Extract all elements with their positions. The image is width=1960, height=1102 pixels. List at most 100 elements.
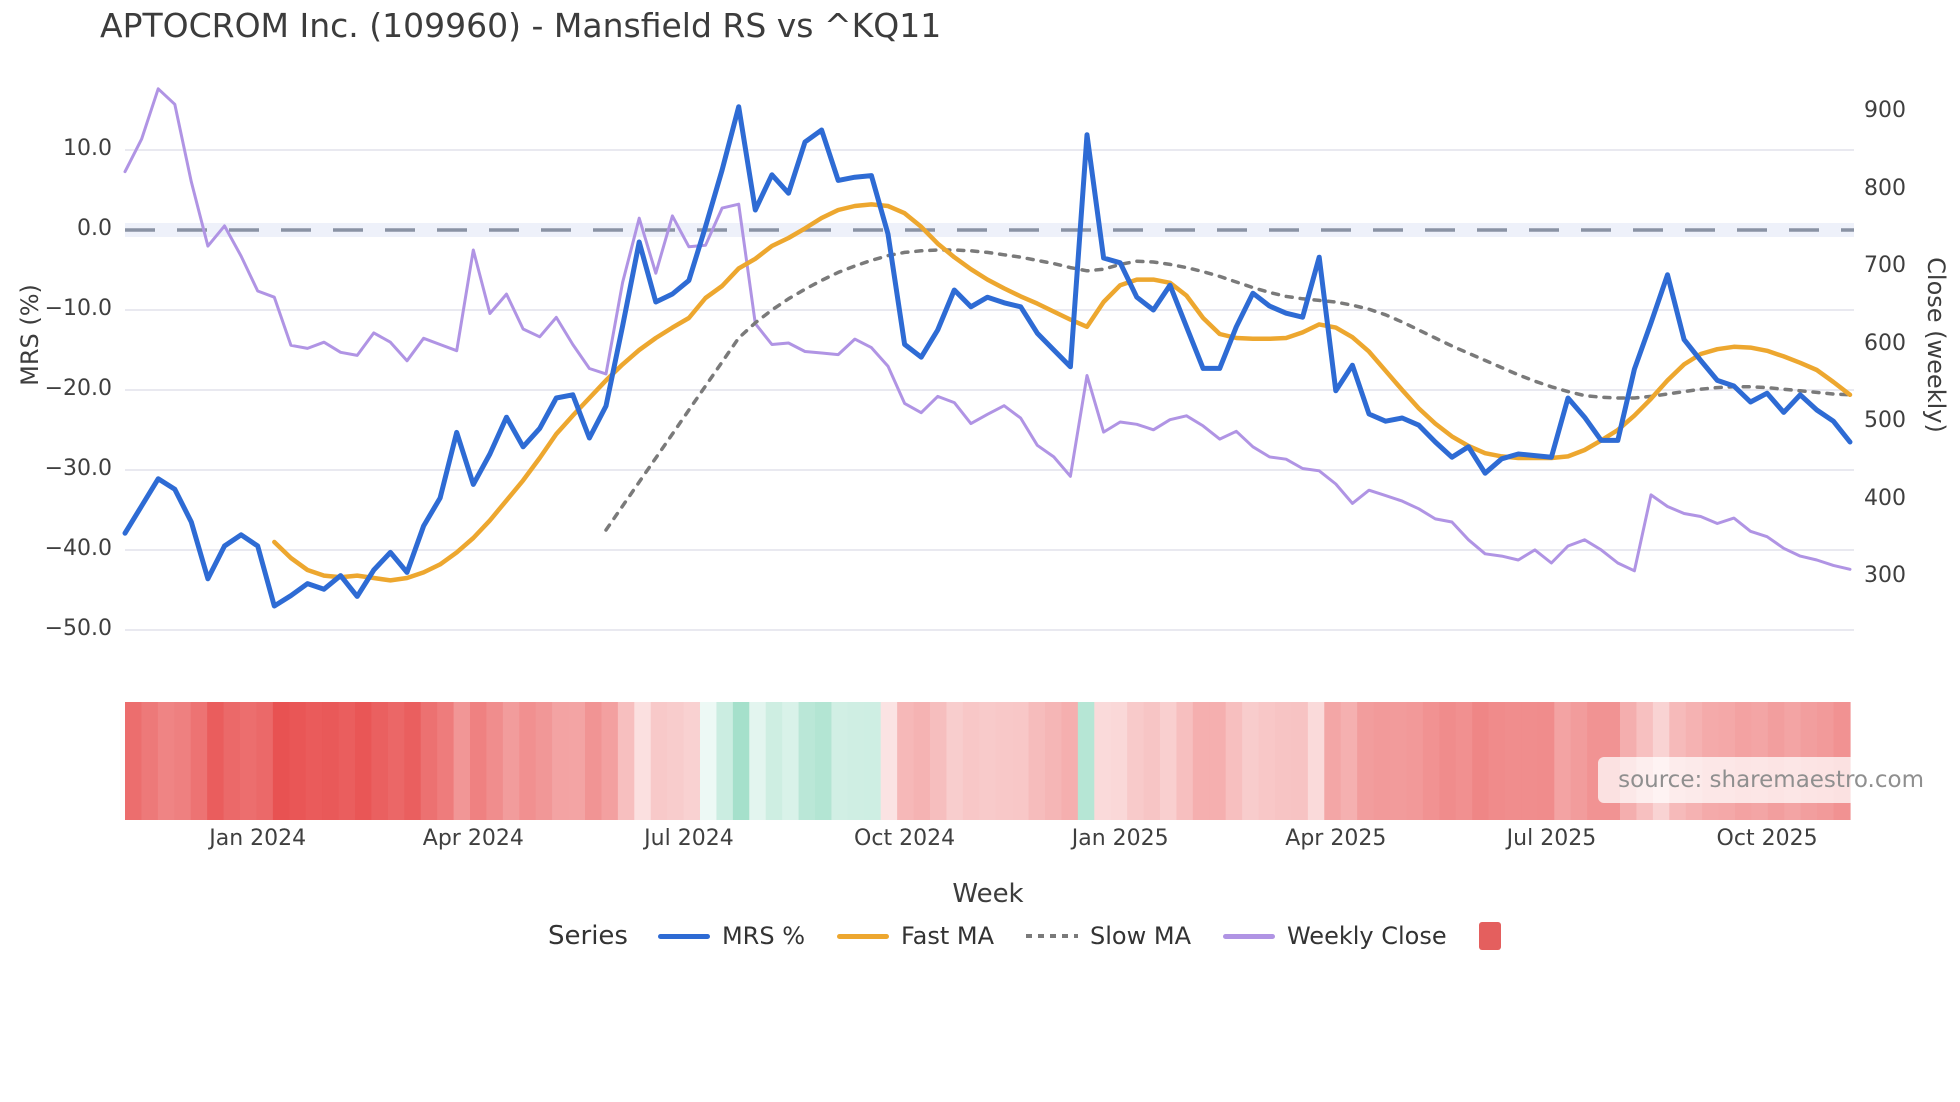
heatmap-cell xyxy=(1390,702,1408,820)
heatmap-cell xyxy=(650,702,668,820)
heatmap-cell xyxy=(1160,702,1178,820)
series-line-weekly-close xyxy=(123,87,1852,573)
heatmap-cell xyxy=(1209,702,1227,820)
heatmap-cell xyxy=(683,702,701,820)
heatmap-cell xyxy=(1012,702,1030,820)
heatmap-cell xyxy=(190,702,208,820)
source-watermark: source: sharemaestro.com xyxy=(1598,757,1944,803)
y-right-tick-label: 700 xyxy=(1864,253,1906,278)
heatmap-cell xyxy=(1307,702,1325,820)
legend-swatch-line xyxy=(657,933,710,939)
heatmap-cell xyxy=(322,702,340,820)
heatmap-cell xyxy=(995,702,1013,820)
y-right-tick-label: 600 xyxy=(1864,330,1906,356)
heatmap-cell xyxy=(1488,702,1506,820)
heatmap-cell xyxy=(453,702,471,820)
heatmap-cell xyxy=(1406,702,1424,820)
heatmap-cell xyxy=(1077,702,1095,820)
legend-swatch-dotted xyxy=(1026,934,1079,938)
heatmap-cell xyxy=(1357,702,1375,820)
heatmap-cell xyxy=(913,702,931,820)
legend-swatch-line xyxy=(1222,933,1275,939)
heatmap-cell xyxy=(1373,702,1391,820)
heatmap-cell xyxy=(979,702,997,820)
heatmap-cell xyxy=(601,702,619,820)
legend-label: Fast MA xyxy=(901,922,995,950)
legend-label: Slow MA xyxy=(1090,922,1191,950)
heatmap-cell xyxy=(1275,702,1293,820)
heatmap-cell xyxy=(815,702,833,820)
series-line-fast-ma xyxy=(272,202,1853,583)
heatmap-cell xyxy=(1094,702,1112,820)
heatmap-cell xyxy=(338,702,356,820)
heatmap-cell xyxy=(1505,702,1523,820)
heatmap-cell xyxy=(1455,702,1473,820)
heatmap-cell xyxy=(1045,702,1063,820)
heatmap-cell xyxy=(585,702,603,820)
heatmap-cell xyxy=(946,702,964,820)
heatmap-cell xyxy=(864,702,882,820)
heatmap-cell xyxy=(437,702,455,820)
y-left-tick-label: −40.0 xyxy=(44,536,112,561)
heatmap-cell xyxy=(798,702,816,820)
legend-item-mrs-: MRS % xyxy=(657,922,806,950)
heatmap-cell xyxy=(1028,702,1046,820)
heatmap-cell xyxy=(387,702,405,820)
heatmap-cell xyxy=(634,702,652,820)
x-tick-label: Jan 2025 xyxy=(1071,826,1169,851)
legend-item-heatmap xyxy=(1478,922,1501,950)
heatmap-cell xyxy=(157,702,175,820)
heatmap-cell xyxy=(1291,702,1309,820)
heatmap-cell xyxy=(207,702,225,820)
heatmap-cell xyxy=(847,702,865,820)
x-tick-label: Oct 2024 xyxy=(854,826,956,851)
x-tick-label: Oct 2025 xyxy=(1716,826,1818,851)
series-line-mrs- xyxy=(122,104,1853,609)
legend-label: Weekly Close xyxy=(1286,922,1447,950)
heatmap-cell xyxy=(1110,702,1128,820)
heatmap-cell xyxy=(1225,702,1243,820)
x-tick-label: Apr 2024 xyxy=(422,826,524,851)
y-left-tick-label: 0.0 xyxy=(77,216,112,241)
heatmap-cell xyxy=(1537,702,1555,820)
heatmap-cell xyxy=(125,702,143,820)
heatmap-cell xyxy=(1127,702,1145,820)
heatmap-cell xyxy=(141,702,159,820)
heatmap-cell xyxy=(1472,702,1490,820)
heatmap-cell xyxy=(700,702,718,820)
heatmap-cell xyxy=(272,702,290,820)
heatmap-cell xyxy=(732,702,750,820)
heatmap-cell xyxy=(1242,702,1260,820)
heatmap-cell xyxy=(930,702,948,820)
heatmap-cell xyxy=(1422,702,1440,820)
heatmap-cell xyxy=(371,702,389,820)
y-right-tick-label: 500 xyxy=(1864,408,1906,433)
x-tick-label: Jul 2025 xyxy=(1506,826,1597,851)
heatmap-cell xyxy=(535,702,553,820)
legend-label: MRS % xyxy=(721,922,806,950)
legend-item-slow-ma: Slow MA xyxy=(1026,922,1191,950)
heatmap-cell xyxy=(782,702,800,820)
legend-swatch-line xyxy=(837,933,890,939)
x-axis-title: Week xyxy=(952,879,1024,909)
heatmap-cell xyxy=(470,702,488,820)
y-left-tick-label: −10.0 xyxy=(44,296,112,321)
heatmap-cell xyxy=(897,702,915,820)
chart-title: APTOCROM Inc. (109960) - Mansfield RS vs… xyxy=(100,6,942,45)
heatmap-cell xyxy=(355,702,373,820)
y-right-tick-label: 800 xyxy=(1864,175,1906,201)
legend-items: MRS % Fast MA Slow MA Weekly Close xyxy=(657,922,1533,950)
series-line-slow-ma xyxy=(604,248,1852,532)
heatmap-cell xyxy=(749,702,767,820)
heatmap-cell xyxy=(568,702,586,820)
heatmap-cell xyxy=(1192,702,1210,820)
legend-title: Series xyxy=(548,921,628,951)
heatmap-cell xyxy=(519,702,537,820)
heatmap-cell xyxy=(223,702,241,820)
heatmap-cell xyxy=(502,702,520,820)
heatmap-cell xyxy=(1324,702,1342,820)
heatmap-cell xyxy=(486,702,504,820)
heatmap-cell xyxy=(420,702,438,820)
heatmap-cell xyxy=(1176,702,1194,820)
